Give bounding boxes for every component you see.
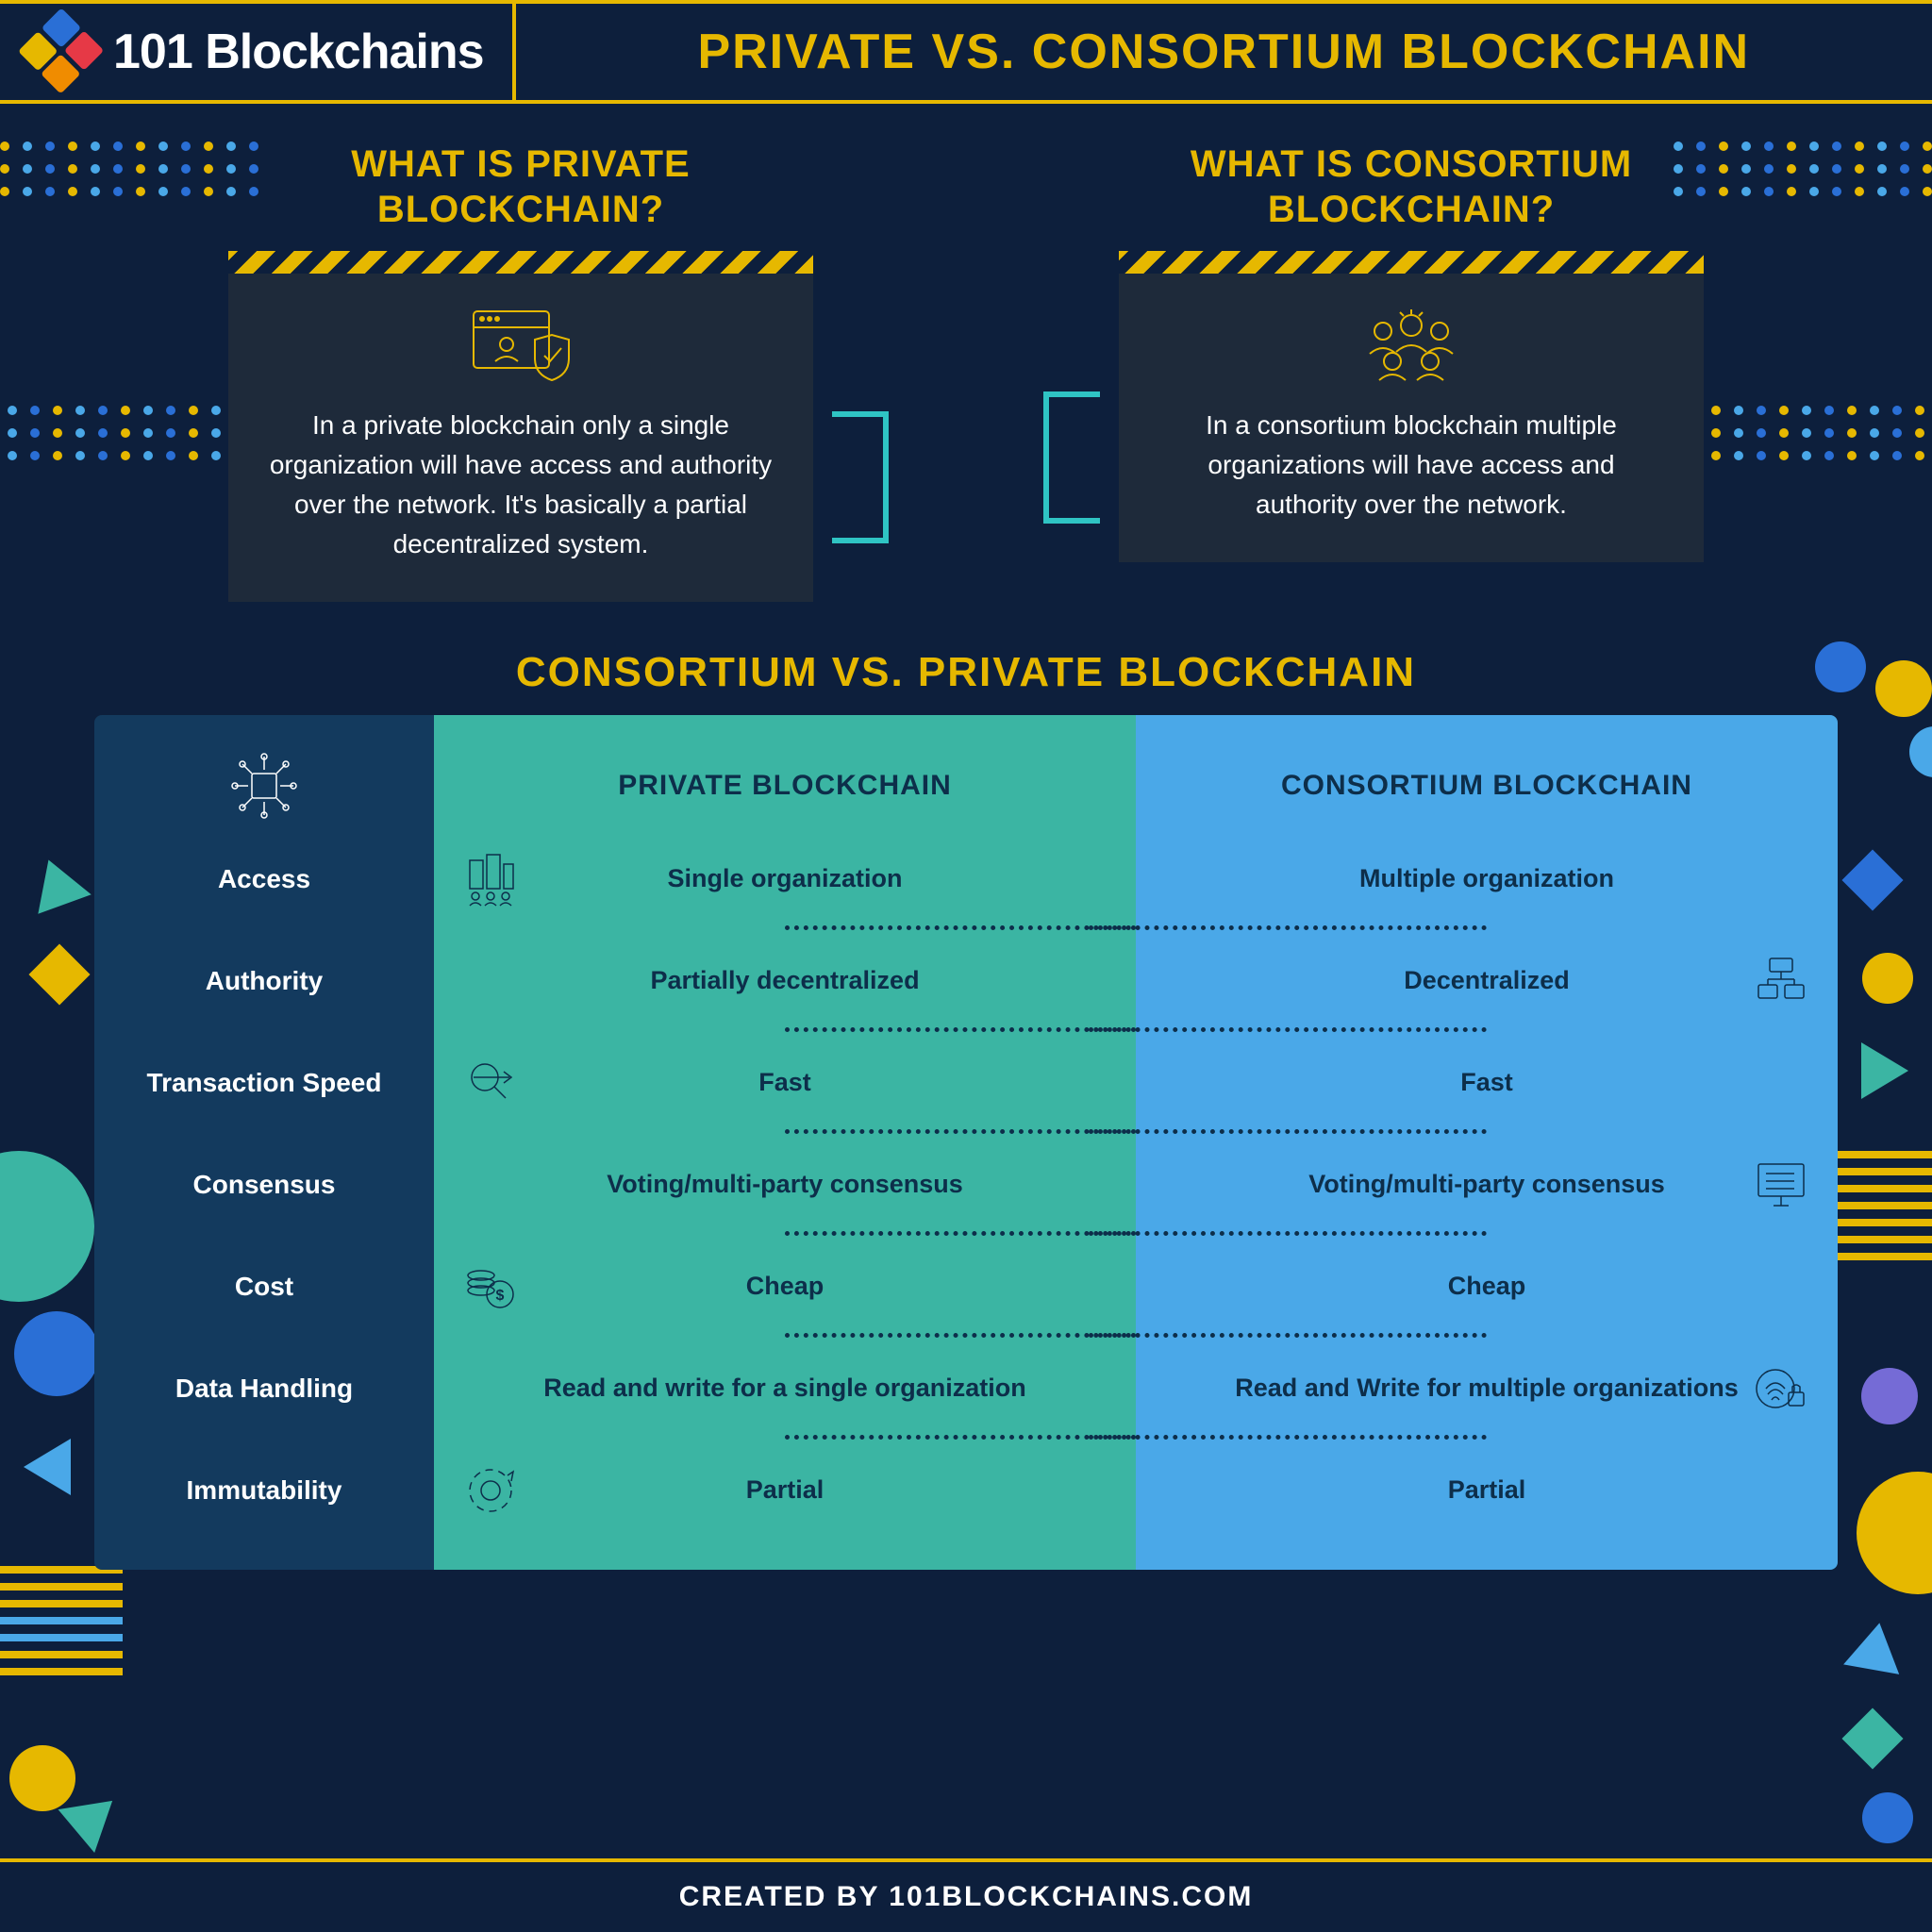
deco-lines: [0, 1566, 123, 1685]
comparison-title: CONSORTIUM VS. PRIVATE BLOCKCHAIN: [0, 649, 1932, 696]
deco-square: [1841, 849, 1903, 910]
magnifier-arrow-icon: [462, 1055, 519, 1111]
browser-shield-icon: [266, 302, 775, 387]
header-title: PRIVATE VS. CONSORTIUM BLOCKCHAIN: [516, 24, 1932, 80]
logo-icon: [15, 6, 108, 99]
deco-circle: [0, 1151, 94, 1302]
deco-square: [1841, 1707, 1903, 1769]
header: 101 Blockchains PRIVATE VS. CONSORTIUM B…: [0, 0, 1932, 104]
deco-circle: [1909, 726, 1932, 777]
private-consensus: Voting/multi-party consensus: [453, 1134, 1117, 1236]
svg-text:$: $: [496, 1288, 505, 1304]
bracket-decoration: [832, 411, 889, 543]
deco-triangle: [24, 1439, 71, 1495]
consortium-cost: Cheap: [1155, 1236, 1819, 1338]
deco-square: [28, 943, 90, 1005]
attr-speed: Transaction Speed: [113, 1032, 415, 1134]
deco-circle: [14, 1311, 99, 1396]
coins-icon: $: [462, 1258, 519, 1315]
deco-circle: [9, 1745, 75, 1811]
deco-circle: [1862, 953, 1913, 1004]
fingerprint-lock-icon: [1753, 1360, 1809, 1417]
private-definition: WHAT IS PRIVATE BLOCKCHAIN? In a private…: [228, 142, 813, 602]
footer: CREATED BY 101BLOCKCHAINS.COM: [0, 1858, 1932, 1932]
consortium-definition: WHAT IS CONSORTIUM BLOCKCHAIN? In a cons…: [1119, 142, 1704, 602]
deco-triangle: [1843, 1618, 1907, 1674]
consortium-authority: Decentralized: [1155, 930, 1819, 1032]
group-people-icon: [1157, 302, 1666, 387]
consortium-access: Multiple organization: [1155, 828, 1819, 930]
deco-lines: [1838, 1151, 1932, 1270]
private-access: Single organization: [453, 828, 1117, 930]
consortium-column: CONSORTIUM BLOCKCHAIN Multiple organizat…: [1136, 715, 1838, 1570]
attr-consensus: Consensus: [113, 1134, 415, 1236]
logo: 101 Blockchains: [0, 4, 516, 100]
private-col-header: PRIVATE BLOCKCHAIN: [453, 743, 1117, 828]
consortium-def-title: WHAT IS CONSORTIUM BLOCKCHAIN?: [1119, 142, 1704, 232]
consortium-def-text: In a consortium blockchain multiple orga…: [1157, 406, 1666, 525]
attr-access: Access: [113, 828, 415, 930]
comparison-table: Access Authority Transaction Speed Conse…: [94, 715, 1838, 1570]
consortium-consensus: Voting/multi-party consensus: [1155, 1134, 1819, 1236]
attributes-column: Access Authority Transaction Speed Conse…: [94, 715, 434, 1570]
hazard-stripe: [1119, 251, 1704, 274]
deco-triangle: [22, 850, 91, 914]
deco-triangle: [1861, 1042, 1908, 1099]
servers-icon: [1753, 953, 1809, 1009]
chip-icon: [113, 743, 415, 828]
consortium-data: Read and Write for multiple organization…: [1155, 1338, 1819, 1440]
private-def-title: WHAT IS PRIVATE BLOCKCHAIN?: [228, 142, 813, 232]
private-speed: Fast: [453, 1032, 1117, 1134]
private-data: Read and write for a single organization: [453, 1338, 1117, 1440]
attr-data: Data Handling: [113, 1338, 415, 1440]
bracket-decoration: [1043, 391, 1100, 524]
consortium-speed: Fast: [1155, 1032, 1819, 1134]
private-cost: $ Cheap: [453, 1236, 1117, 1338]
attr-cost: Cost: [113, 1236, 415, 1338]
private-def-text: In a private blockchain only a single or…: [266, 406, 775, 564]
buildings-people-icon: [462, 851, 519, 908]
deco-circle: [1862, 1792, 1913, 1843]
consortium-col-header: CONSORTIUM BLOCKCHAIN: [1155, 743, 1819, 828]
attr-authority: Authority: [113, 930, 415, 1032]
monitor-list-icon: [1753, 1157, 1809, 1213]
attr-immutability: Immutability: [113, 1440, 415, 1541]
private-column: PRIVATE BLOCKCHAIN Single organization P…: [434, 715, 1136, 1570]
private-authority: Partially decentralized: [453, 930, 1117, 1032]
deco-circle: [1857, 1472, 1932, 1594]
hazard-stripe: [228, 251, 813, 274]
deco-circle: [1861, 1368, 1918, 1424]
gear-cycle-icon: [462, 1462, 519, 1519]
logo-text: 101 Blockchains: [113, 24, 484, 80]
consortium-immutability: Partial: [1155, 1440, 1819, 1541]
definitions-row: WHAT IS PRIVATE BLOCKCHAIN? In a private…: [0, 104, 1932, 621]
private-immutability: Partial: [453, 1440, 1117, 1541]
